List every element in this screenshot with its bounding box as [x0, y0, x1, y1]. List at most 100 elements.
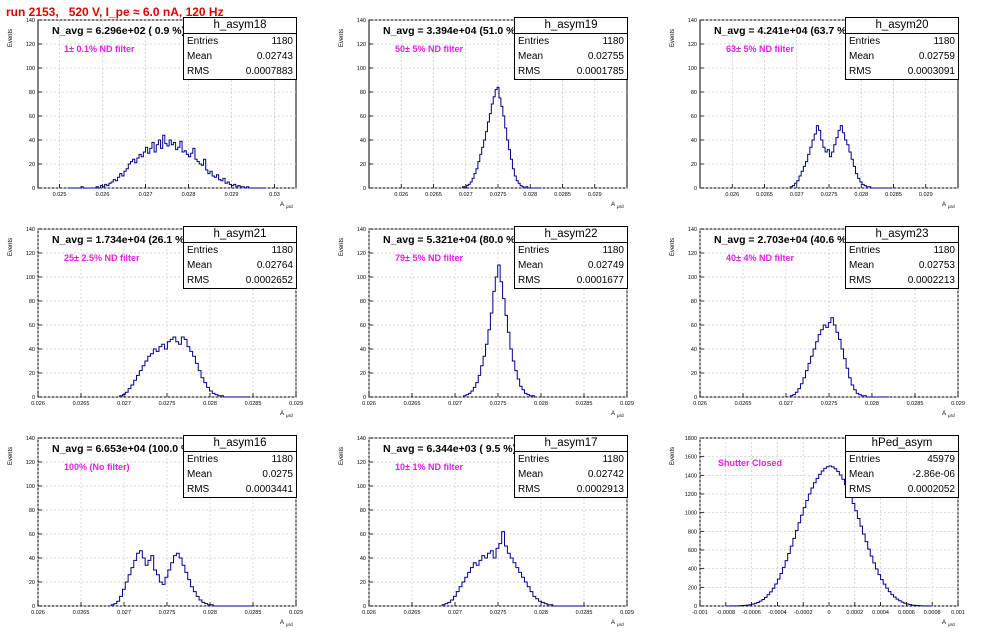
stats-value-rms: 0.0002913	[577, 482, 624, 497]
x-axis-title-subscript: μrd	[286, 204, 293, 209]
x-tick-label: 0.0275	[490, 192, 507, 198]
x-tick-label: 0.026	[362, 610, 376, 616]
x-tick-label: 0.0265	[735, 401, 752, 407]
y-tick-label: 600	[688, 548, 697, 554]
stats-row-rms: RMS 0.0003441	[184, 482, 296, 497]
x-tick-label: 0.0265	[73, 610, 90, 616]
stats-label-rms: RMS	[849, 273, 871, 288]
filter-label: Shutter Closed	[718, 458, 782, 468]
y-tick-label: 20	[360, 580, 366, 586]
x-tick-label: 0.0285	[245, 401, 262, 407]
stats-value-entries: 1180	[933, 34, 955, 49]
histogram-name: h_asym23	[846, 227, 958, 243]
x-tick-label: 0.026	[693, 401, 707, 407]
x-axis-title: A	[942, 620, 946, 626]
filter-label: 100% (No filter)	[64, 462, 130, 472]
y-tick-label: 140	[357, 227, 366, 233]
y-tick-label: 80	[29, 508, 35, 514]
n-avg-label: N_avg = 3.394e+04 (51.0 %)	[383, 25, 519, 37]
stats-label-mean: Mean	[849, 258, 874, 273]
x-tick-label: 0.029	[289, 401, 303, 407]
stats-value-mean: 0.02753	[919, 258, 955, 273]
x-tick-label: 0	[827, 610, 830, 616]
y-tick-label: 80	[360, 508, 366, 514]
x-tick-label: 0.026	[394, 192, 408, 198]
n-avg-label: N_avg = 6.344e+03 ( 9.5 %)	[383, 443, 516, 455]
y-tick-label: 100	[357, 484, 366, 490]
y-tick-label: 20	[29, 371, 35, 377]
y-tick-label: 100	[357, 66, 366, 72]
y-tick-label: 140	[26, 436, 35, 442]
stats-value-rms: 0.0003441	[246, 482, 293, 497]
y-tick-label: 0	[363, 186, 366, 192]
y-tick-label: 100	[688, 275, 697, 281]
x-tick-label: 0.027	[117, 401, 131, 407]
x-tick-label: 0.029	[620, 401, 634, 407]
filter-label: 40± 4% ND filter	[726, 253, 794, 263]
x-axis-title-subscript: μrd	[948, 204, 955, 209]
x-tick-label: 0.0004	[872, 610, 889, 616]
x-tick-label: 0.026	[362, 401, 376, 407]
stats-value-entries: 45979	[927, 452, 955, 467]
x-tick-label: 0.028	[854, 192, 868, 198]
y-tick-label: 0	[694, 186, 697, 192]
x-tick-label: 0.0265	[404, 610, 421, 616]
x-tick-label: 0.0008	[924, 610, 941, 616]
stats-row-mean: Mean 0.02753	[846, 258, 958, 273]
stats-value-mean: 0.02764	[257, 258, 293, 273]
stats-label-mean: Mean	[849, 467, 874, 482]
y-tick-label: 20	[29, 162, 35, 168]
x-axis-title-subscript: μrd	[617, 622, 624, 627]
x-tick-label: 0.0275	[159, 401, 176, 407]
y-axis-title: Events	[670, 238, 676, 256]
filter-label: 50± 5% ND filter	[395, 44, 463, 54]
y-tick-label: 40	[29, 138, 35, 144]
y-tick-label: 40	[360, 138, 366, 144]
x-axis-title: A	[611, 620, 615, 626]
stats-value-mean: 0.02759	[919, 49, 955, 64]
x-tick-label: 0.0265	[425, 192, 442, 198]
x-tick-label: 0.0002	[846, 610, 863, 616]
y-axis-title: Events	[8, 447, 14, 465]
stats-value-entries: 1180	[602, 34, 624, 49]
y-tick-label: 80	[360, 90, 366, 96]
n-avg-label: N_avg = 2.703e+04 (40.6 %)	[714, 234, 850, 246]
x-tick-label: 0.0285	[245, 610, 262, 616]
y-tick-label: 120	[688, 251, 697, 257]
stats-row-mean: Mean-2.86e-06	[846, 467, 958, 482]
y-tick-label: 40	[29, 556, 35, 562]
x-tick-label: 0.0285	[885, 192, 902, 198]
stats-label-mean: Mean	[187, 258, 212, 273]
stats-value-mean: 0.02742	[588, 467, 624, 482]
x-tick-label: 0.029	[289, 610, 303, 616]
y-tick-label: 140	[688, 18, 697, 24]
x-tick-label: 0.026	[96, 192, 110, 198]
stats-value-entries: 1180	[602, 243, 624, 258]
stats-label-rms: RMS	[187, 482, 209, 497]
histogram-name: h_asym22	[515, 227, 627, 243]
x-axis-title-subscript: μrd	[948, 413, 955, 418]
stats-value-entries: 1180	[602, 452, 624, 467]
x-tick-label: 0.027	[779, 401, 793, 407]
x-tick-label: 0.0285	[907, 401, 924, 407]
x-axis-title: A	[611, 202, 615, 208]
x-axis-title: A	[280, 202, 284, 208]
n-avg-label: N_avg = 4.241e+04 (63.7 %)	[714, 25, 850, 37]
